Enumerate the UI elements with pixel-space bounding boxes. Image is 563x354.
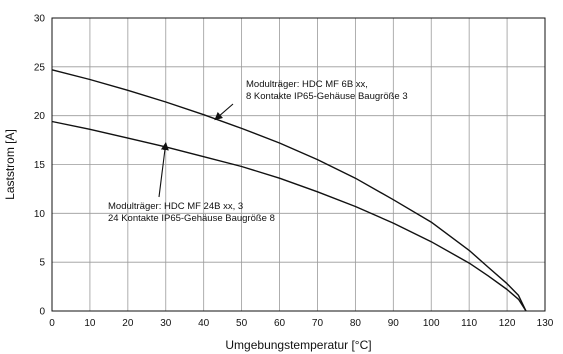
x-tick-label: 10 bbox=[84, 318, 96, 329]
grid bbox=[51, 17, 546, 312]
y-tick-label: 10 bbox=[34, 209, 46, 220]
annotation-text: 8 Kontakte IP65-Gehäuse Baugröße 3 bbox=[246, 91, 408, 102]
annotation-1: Modulträger: HDC MF 6B xx,8 Kontakte IP6… bbox=[214, 79, 408, 121]
x-tick-label: 100 bbox=[423, 318, 440, 329]
x-tick-label: 50 bbox=[236, 318, 248, 329]
series-line-2 bbox=[51, 120, 527, 312]
x-tick-label: 120 bbox=[499, 318, 516, 329]
x-tick-label: 90 bbox=[388, 318, 400, 329]
plot-area-border bbox=[51, 17, 546, 312]
x-tick-label: 0 bbox=[49, 318, 55, 329]
annotation-text: 24 Kontakte IP65-Gehäuse Baugröße 8 bbox=[108, 213, 275, 224]
series-layer bbox=[51, 69, 527, 312]
x-tick-label: 40 bbox=[198, 318, 210, 329]
annotation-arrow bbox=[158, 142, 169, 198]
x-tick-label: 20 bbox=[122, 318, 134, 329]
y-tick-label: 20 bbox=[34, 111, 46, 122]
annotation-text: Modulträger: HDC MF 6B xx, bbox=[246, 79, 368, 90]
x-tick-label: 110 bbox=[461, 318, 477, 329]
x-axis-label: Umgebungstemperatur [°C] bbox=[225, 338, 371, 352]
tick-labels: 0 10 20 30 40 50 60 70 80 90 100 110 120 130 0 5 10 15 20 2… bbox=[34, 14, 554, 330]
y-tick-label: 5 bbox=[39, 258, 45, 269]
x-tick-label: 130 bbox=[537, 318, 554, 329]
y-tick-label: 15 bbox=[34, 160, 46, 171]
y-tick-label: 30 bbox=[34, 14, 46, 25]
annotation-arrow bbox=[214, 103, 234, 121]
y-axis-label: Laststrom [A] bbox=[3, 129, 17, 200]
x-tick-label: 30 bbox=[160, 318, 172, 329]
y-tick-label: 25 bbox=[34, 62, 46, 73]
y-tick-label: 0 bbox=[39, 307, 45, 318]
x-tick-label: 70 bbox=[312, 318, 324, 329]
series-line-1 bbox=[51, 69, 527, 312]
x-tick-label: 80 bbox=[350, 318, 362, 329]
annotation-2: Modulträger: HDC MF 24B xx, 324 Kontakte… bbox=[108, 142, 275, 224]
annotation-text: Modulträger: HDC MF 24B xx, 3 bbox=[108, 201, 243, 212]
x-tick-label: 60 bbox=[274, 318, 286, 329]
annotations: Modulträger: HDC MF 6B xx,8 Kontakte IP6… bbox=[108, 79, 408, 224]
